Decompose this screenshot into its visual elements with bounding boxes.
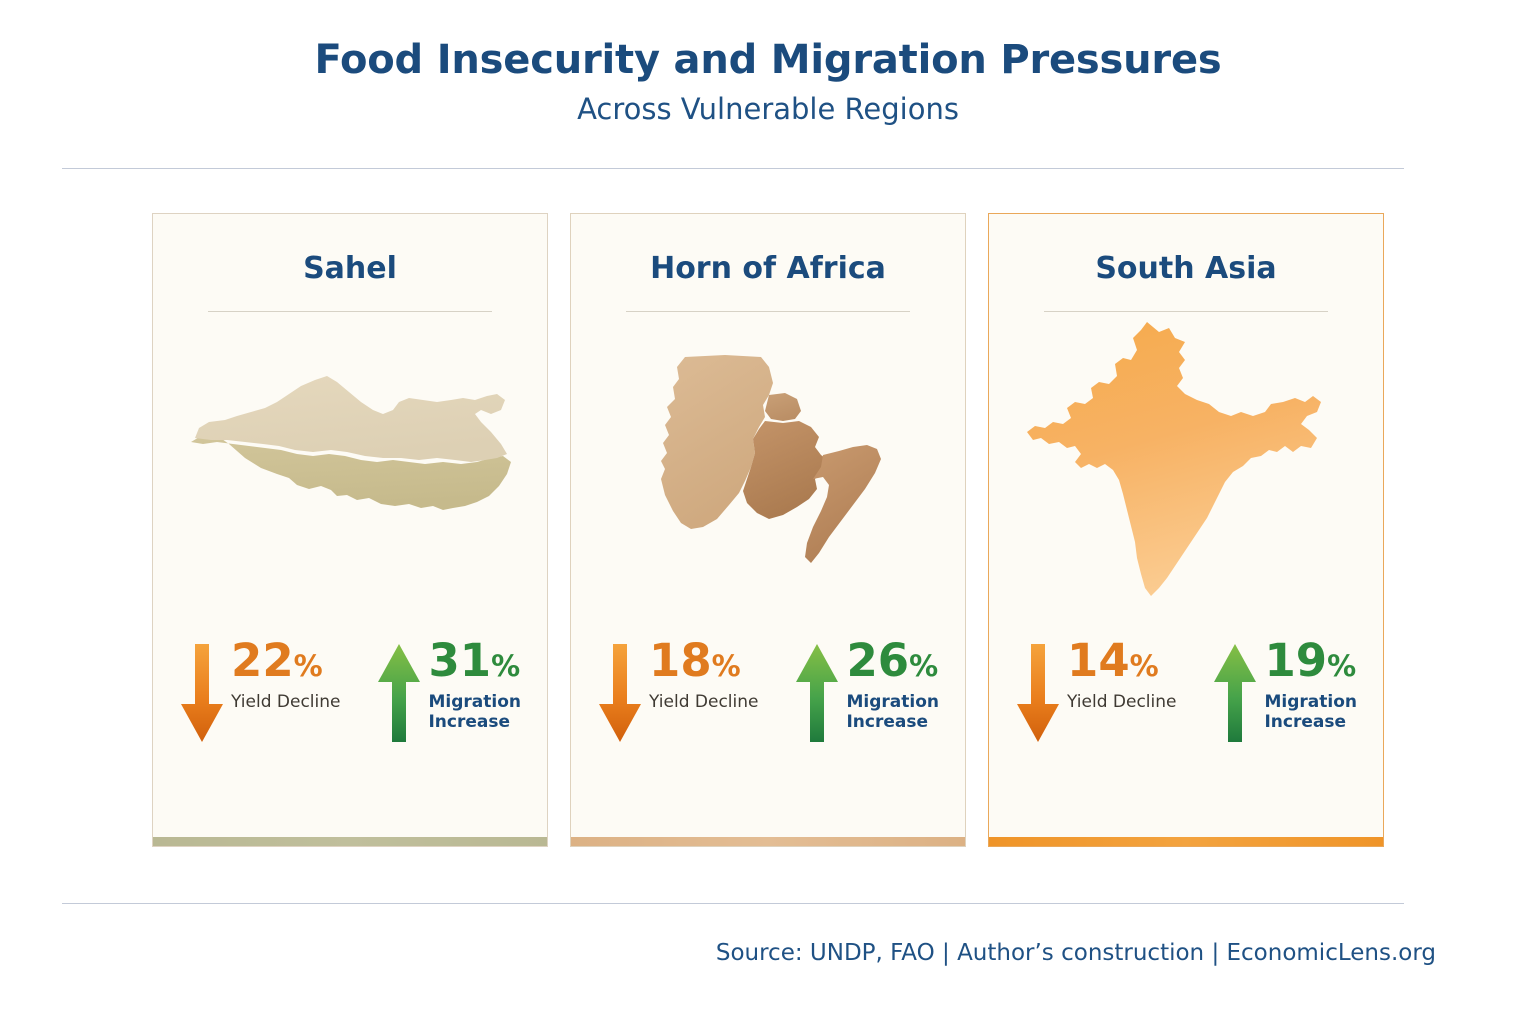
stat-text: 22% Yield Decline xyxy=(231,638,340,712)
stat-yield-decline: 22% Yield Decline xyxy=(165,638,354,746)
stat-label: Migration Increase xyxy=(1264,692,1357,733)
stats-south-asia: 14% Yield Decline xyxy=(989,638,1383,808)
card-title-sahel: Sahel xyxy=(303,251,397,286)
stat-yield-decline: 18% Yield Decline xyxy=(583,638,772,746)
south-asia-map-icon xyxy=(1026,321,1321,596)
stat-value: 22% xyxy=(231,634,323,687)
card-title-divider xyxy=(208,311,492,312)
card-title-divider xyxy=(1044,311,1328,312)
stat-text: 31% Migration Increase xyxy=(428,638,521,732)
stat-value: 19% xyxy=(1264,634,1357,687)
stat-label: Migration Increase xyxy=(428,692,521,733)
card-accent-bar xyxy=(571,837,965,846)
stat-value: 14% xyxy=(1067,634,1159,687)
horn-of-africa-map-icon xyxy=(661,355,881,563)
region-card-sahel[interactable]: Sahel xyxy=(152,213,548,847)
stat-text: 14% Yield Decline xyxy=(1067,638,1176,712)
map-area-sahel xyxy=(153,312,547,638)
stat-text: 19% Migration Increase xyxy=(1264,638,1357,732)
stat-label: Yield Decline xyxy=(1067,692,1177,712)
source-note: Source: UNDP, FAO | Author’s constructio… xyxy=(715,940,1436,966)
stat-migration-increase: 26% Migration Increase xyxy=(780,638,953,746)
header-divider xyxy=(62,168,1404,169)
region-card-south-asia[interactable]: South Asia xyxy=(988,213,1384,847)
card-title-south-asia: South Asia xyxy=(1095,251,1277,286)
down-arrow-icon xyxy=(1017,644,1060,742)
up-arrow-icon xyxy=(1214,644,1257,742)
stat-yield-decline: 14% Yield Decline xyxy=(1001,638,1190,746)
region-cards: Sahel xyxy=(0,213,1536,847)
card-accent-bar xyxy=(153,837,547,846)
card-title-divider xyxy=(626,311,910,312)
region-card-horn-of-africa[interactable]: Horn of Africa xyxy=(570,213,966,847)
down-arrow-icon xyxy=(599,644,642,742)
map-area-horn-of-africa xyxy=(571,312,965,638)
stat-migration-increase: 31% Migration Increase xyxy=(362,638,535,746)
stat-text: 18% Yield Decline xyxy=(649,638,758,712)
stat-value: 31% xyxy=(428,634,521,687)
stat-migration-increase: 19% Migration Increase xyxy=(1198,638,1371,746)
stat-value: 18% xyxy=(649,634,741,687)
up-arrow-icon xyxy=(378,644,421,742)
stat-label: Yield Decline xyxy=(231,692,341,712)
stats-sahel: 22% Yield Decline xyxy=(153,638,547,808)
header: Food Insecurity and Migration Pressures … xyxy=(0,0,1536,127)
up-arrow-icon xyxy=(796,644,839,742)
sahel-map-icon xyxy=(191,376,511,510)
card-title-horn-of-africa: Horn of Africa xyxy=(650,251,886,286)
stat-label: Migration Increase xyxy=(846,692,939,733)
stat-label: Yield Decline xyxy=(649,692,759,712)
footer-divider xyxy=(62,903,1404,904)
map-area-south-asia xyxy=(989,312,1383,638)
stats-horn-of-africa: 18% Yield Decline xyxy=(571,638,965,808)
down-arrow-icon xyxy=(181,644,224,742)
card-accent-bar xyxy=(989,837,1383,846)
stat-text: 26% Migration Increase xyxy=(846,638,939,732)
page-subtitle: Across Vulnerable Regions xyxy=(577,91,959,126)
stat-value: 26% xyxy=(846,634,939,687)
page-title: Food Insecurity and Migration Pressures xyxy=(314,37,1222,83)
